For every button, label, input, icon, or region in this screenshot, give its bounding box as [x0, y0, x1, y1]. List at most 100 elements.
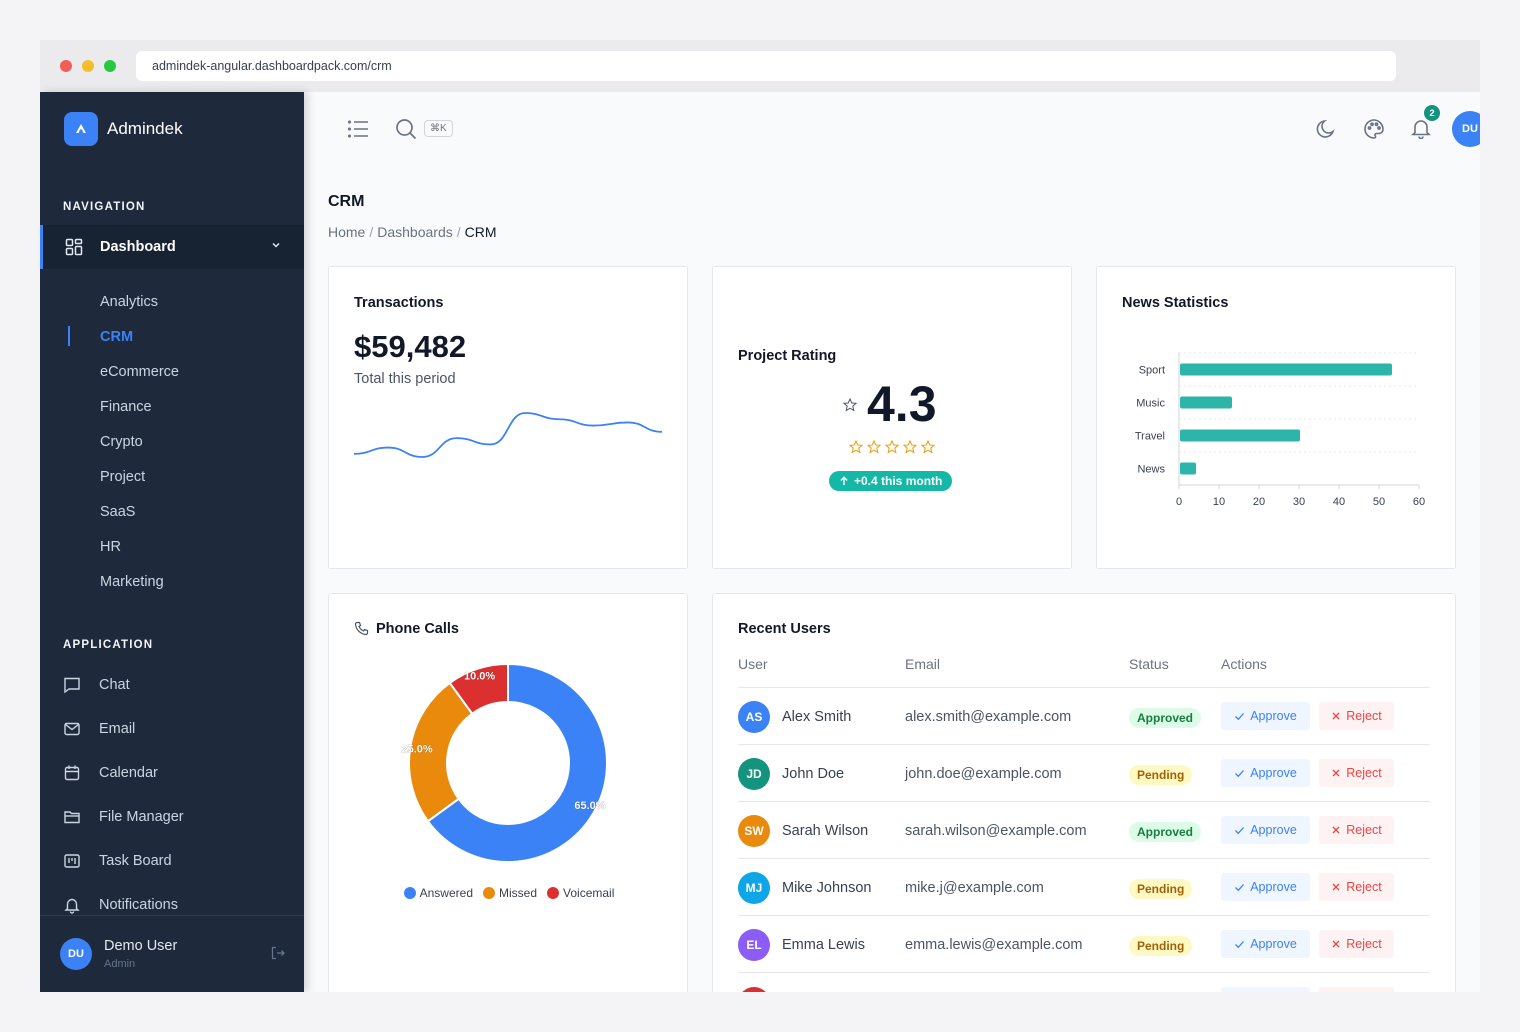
arrow-up-icon — [840, 476, 848, 485]
avatar — [738, 987, 770, 992]
close-window-dot[interactable] — [60, 60, 72, 72]
search-icon[interactable] — [395, 118, 417, 140]
brand[interactable]: Admindek — [64, 112, 183, 146]
column-header-user: User — [738, 656, 768, 672]
sidebar-item-label: Notifications — [99, 897, 178, 913]
approve-button[interactable]: Approve — [1221, 702, 1310, 730]
sidebar-item-file-manager[interactable]: File Manager — [63, 808, 184, 826]
star-outline-icon — [921, 440, 935, 454]
transactions-title: Transactions — [354, 295, 444, 311]
brand-name: Admindek — [107, 119, 183, 138]
notifications-button[interactable]: 2 — [1410, 105, 1440, 144]
star-outline-icon — [885, 440, 899, 454]
sidebar-item-task-board[interactable]: Task Board — [63, 852, 172, 870]
sidebar-sub-project[interactable]: Project — [100, 469, 146, 485]
reject-button[interactable]: Reject — [1319, 702, 1394, 730]
reject-button[interactable]: Reject — [1319, 816, 1394, 844]
news-stats-title: News Statistics — [1122, 295, 1229, 311]
sidebar-user[interactable]: DU Demo User Admin — [40, 915, 304, 992]
grid-icon — [65, 238, 83, 256]
chevron-down-icon — [272, 242, 280, 248]
check-icon — [1235, 826, 1245, 834]
status-badge: Pending — [1129, 765, 1193, 785]
column-header-actions: Actions — [1221, 656, 1267, 672]
rating-stars — [849, 440, 935, 454]
x-tick-label: 30 — [1293, 496, 1305, 508]
minimize-window-dot[interactable] — [82, 60, 94, 72]
reject-button[interactable]: Reject — [1319, 759, 1394, 787]
avatar: SW — [738, 815, 770, 847]
brand-logo-icon — [64, 112, 98, 146]
check-icon — [1235, 769, 1245, 777]
sidebar-item-calendar[interactable]: Calendar — [63, 764, 158, 782]
legend-answered: Answered — [403, 886, 473, 900]
status-badge: Pending — [1129, 879, 1193, 899]
sidebar-sub-saas[interactable]: SaaS — [100, 504, 136, 520]
phone-calls-legend: Answered Missed Voicemail — [329, 886, 689, 900]
logout-icon[interactable] — [270, 945, 286, 961]
breadcrumb: Home / Dashboards / CRM — [328, 224, 497, 240]
sparkline-path — [354, 412, 663, 458]
search-shortcut-hint: ⌘K — [424, 120, 453, 137]
transactions-card: Transactions $59,482 Total this period — [328, 266, 688, 569]
rating-change-text: +0.4 this month — [854, 474, 943, 488]
sidebar-item-dashboard[interactable]: Dashboard — [40, 225, 304, 269]
approve-button[interactable]: Approve — [1221, 816, 1310, 844]
sidebar-item-chat[interactable]: Chat — [63, 676, 130, 694]
transactions-amount: $59,482 — [354, 329, 467, 364]
approve-button[interactable]: Approve — [1221, 930, 1310, 958]
approve-button[interactable]: Approve — [1221, 873, 1310, 901]
user-name: Sarah Wilson — [782, 823, 869, 839]
user-avatar-button[interactable]: DU — [1452, 111, 1480, 147]
sidebar-sub-analytics[interactable]: Analytics — [100, 294, 159, 310]
reject-button[interactable]: Reject — [1319, 930, 1394, 958]
avatar: AS — [738, 701, 770, 733]
sidebar-item-notifications[interactable]: Notifications — [63, 896, 178, 914]
sidebar-sub-crm[interactable]: CRM — [100, 329, 134, 345]
rating-card: Project Rating 4.3 +0.4 this month — [712, 266, 1072, 569]
sidebar-sub-hr[interactable]: HR — [100, 539, 121, 555]
breadcrumb-home[interactable]: Home — [328, 224, 366, 240]
sidebar-item-email[interactable]: Email — [63, 720, 135, 738]
slice-label: 10.0% — [464, 671, 495, 683]
sidebar-sub-marketing[interactable]: Marketing — [100, 574, 164, 590]
avatar: DU — [60, 938, 92, 970]
transactions-sparkline — [354, 412, 663, 458]
slice-label: 25.0% — [402, 744, 433, 756]
sidebar-sub-ecommerce[interactable]: eCommerce — [100, 364, 179, 380]
moon-icon[interactable] — [1315, 118, 1337, 140]
status-badge: Approved — [1129, 708, 1202, 728]
star-outline-icon — [867, 440, 881, 454]
breadcrumb-dashboards[interactable]: Dashboards — [377, 224, 453, 240]
bar-label: News — [1137, 464, 1165, 476]
x-tick-label: 50 — [1373, 496, 1385, 508]
sidebar-item-label: Email — [99, 721, 136, 737]
url-bar[interactable]: admindek-angular.dashboardpack.com/crm — [136, 51, 1396, 81]
approve-button[interactable]: Approve — [1221, 759, 1310, 787]
check-icon — [1235, 940, 1245, 948]
main-content: ⌘K 2 DU CRM Home / Dashboards / CRM Transact… — [304, 92, 1480, 992]
sidebar-item-label: Calendar — [99, 765, 158, 781]
bell-icon — [64, 898, 80, 914]
palette-icon[interactable] — [1363, 118, 1385, 140]
user-name: Emma Lewis — [782, 937, 865, 953]
donut-slice — [426, 662, 608, 863]
reject-button[interactable]: Reject — [1319, 873, 1394, 901]
sidebar-sub-crypto[interactable]: Crypto — [100, 434, 143, 450]
table-header-divider — [738, 687, 1430, 688]
avatar: MJ — [738, 872, 770, 904]
app-section-title: APPLICATION — [63, 639, 154, 651]
user-role: Admin — [104, 958, 136, 970]
sidebar-sub-finance[interactable]: Finance — [100, 399, 152, 415]
rating-change-pill: +0.4 this month — [829, 471, 953, 491]
menu-toggle-icon[interactable] — [347, 119, 369, 139]
sidebar-item-label: File Manager — [99, 809, 184, 825]
user-name: Mike Johnson — [782, 880, 872, 896]
maximize-window-dot[interactable] — [104, 60, 116, 72]
phone-calls-card: Phone Calls 65.0% 25.0% 10.0% Answered Mis… — [328, 593, 688, 992]
reject-button[interactable] — [1319, 987, 1394, 992]
chat-icon — [64, 677, 80, 694]
status-badge: Pending — [1129, 936, 1193, 956]
table-row: SW Sarah Wilson sarah.wilson@example.com Ap… — [738, 802, 1430, 859]
approve-button[interactable] — [1221, 987, 1310, 992]
